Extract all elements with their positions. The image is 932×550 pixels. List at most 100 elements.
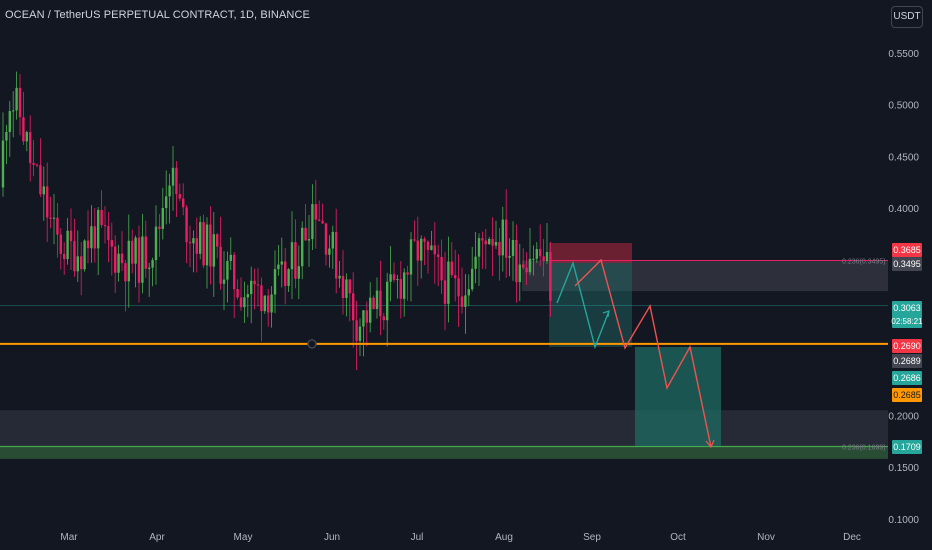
candle-body bbox=[154, 226, 158, 261]
x-tick-label: Sep bbox=[583, 532, 601, 543]
candle-body bbox=[416, 240, 419, 261]
projection-arrow-green bbox=[602, 310, 610, 318]
candle-body bbox=[175, 167, 178, 195]
price-label: 0.2690 bbox=[893, 341, 921, 351]
candle-body bbox=[324, 223, 328, 255]
candle-body bbox=[49, 217, 52, 219]
stop-loss-box bbox=[549, 243, 632, 263]
candle-body bbox=[318, 219, 321, 221]
symbol-title: OCEAN / TetherUS PERPETUAL CONTRACT, 1D,… bbox=[5, 9, 310, 21]
candle-body bbox=[100, 209, 103, 226]
candle-body bbox=[518, 264, 521, 283]
candle-body bbox=[501, 219, 504, 256]
candle-body bbox=[1, 140, 5, 188]
x-tick-label: Apr bbox=[149, 532, 165, 543]
bottom-green-zone bbox=[0, 445, 888, 459]
projection-arrow-red bbox=[705, 439, 715, 449]
candle-body bbox=[467, 289, 470, 296]
candle-body bbox=[226, 260, 229, 280]
candle-body bbox=[488, 238, 491, 245]
projection-path-green bbox=[556, 260, 610, 350]
candle-body bbox=[331, 231, 334, 249]
candle-body bbox=[5, 132, 8, 141]
alert-marker[interactable] bbox=[307, 339, 317, 349]
candle-body bbox=[195, 238, 198, 254]
candle-body bbox=[420, 238, 423, 261]
y-tick-label: 0.1000 bbox=[888, 515, 919, 526]
candle-body bbox=[185, 207, 188, 243]
candle-body bbox=[12, 110, 15, 112]
candle-body bbox=[131, 240, 134, 264]
candle-body bbox=[352, 293, 355, 321]
candle-body bbox=[22, 117, 25, 142]
x-tick-label: Aug bbox=[495, 532, 513, 543]
candle-body bbox=[171, 167, 175, 186]
target-box bbox=[635, 347, 721, 447]
candle-body bbox=[168, 185, 171, 197]
candle-body bbox=[182, 198, 185, 208]
candle-body bbox=[97, 209, 100, 249]
candle-body bbox=[494, 242, 498, 246]
y-tick-label: 0.5500 bbox=[888, 49, 919, 60]
candle-body bbox=[277, 264, 280, 270]
candle-body bbox=[457, 278, 460, 297]
candle-body bbox=[246, 294, 249, 298]
candle-body bbox=[192, 238, 195, 244]
candle-body bbox=[205, 224, 209, 266]
candle-body bbox=[375, 290, 379, 309]
candle-body bbox=[46, 186, 49, 218]
x-tick-label: Mar bbox=[60, 532, 78, 543]
candle-body bbox=[294, 242, 297, 279]
candle-body bbox=[188, 242, 192, 244]
candle-body bbox=[284, 261, 287, 286]
candle-body bbox=[239, 297, 243, 308]
candle-body bbox=[539, 249, 542, 257]
candle-body bbox=[392, 274, 396, 280]
price-label-box bbox=[892, 339, 922, 353]
candle-body bbox=[18, 87, 22, 118]
x-tick-label: Dec bbox=[843, 532, 861, 543]
candle-body bbox=[35, 164, 39, 166]
candle-body bbox=[307, 239, 311, 241]
price-label-box bbox=[892, 354, 922, 368]
candle-body bbox=[474, 256, 477, 269]
candle-body bbox=[32, 163, 35, 165]
candle-body bbox=[522, 264, 525, 268]
support-zone bbox=[0, 410, 888, 447]
candle-body bbox=[403, 272, 406, 299]
candle-body bbox=[161, 208, 164, 229]
price-label: 0.2685 bbox=[893, 390, 921, 400]
candle-body bbox=[321, 220, 324, 224]
candle-body bbox=[141, 236, 144, 283]
candle-body bbox=[549, 251, 552, 301]
candle-body bbox=[66, 230, 69, 260]
candle-body bbox=[433, 245, 436, 255]
candle-body bbox=[103, 225, 107, 227]
candle-body bbox=[42, 186, 45, 195]
candle-body bbox=[545, 251, 549, 262]
candle-body bbox=[396, 279, 399, 281]
candle-body bbox=[15, 87, 18, 111]
candle-body bbox=[76, 256, 79, 272]
candle-body bbox=[273, 269, 277, 295]
candle-body bbox=[515, 240, 518, 283]
candle-body bbox=[481, 238, 484, 241]
candle-body bbox=[345, 279, 348, 299]
candle-body bbox=[256, 284, 260, 286]
candle-body bbox=[304, 227, 307, 241]
candle-body bbox=[148, 267, 151, 269]
candle-body bbox=[311, 204, 314, 240]
candle-body bbox=[409, 239, 413, 275]
candle-body bbox=[290, 242, 294, 270]
candle-body bbox=[365, 310, 368, 323]
candle-body bbox=[491, 238, 494, 246]
candle-body bbox=[348, 279, 351, 294]
y-tick-label: 0.5000 bbox=[888, 101, 919, 112]
candle-body bbox=[447, 261, 450, 304]
candle-body bbox=[460, 296, 464, 307]
candle-body bbox=[216, 234, 219, 247]
currency-button[interactable]: USDT bbox=[891, 6, 923, 28]
candle-body bbox=[440, 256, 443, 281]
price-label: 0.3063 bbox=[893, 303, 921, 313]
